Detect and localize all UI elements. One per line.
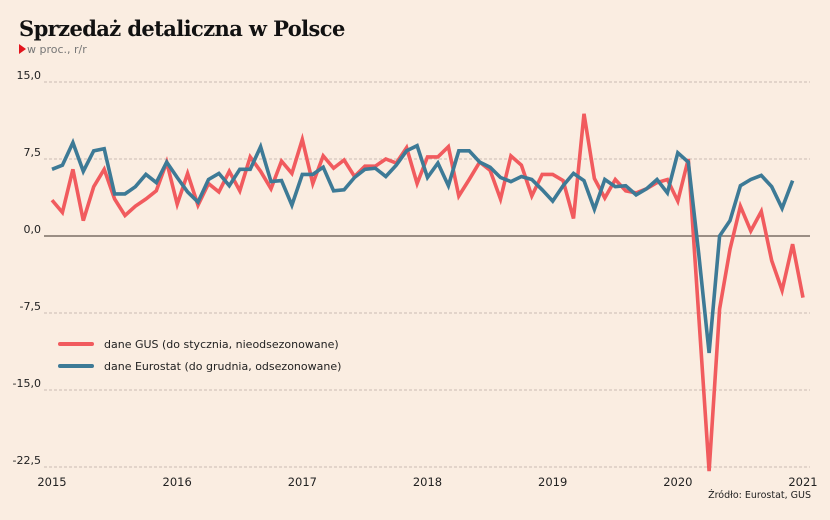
legend-swatch-gus <box>58 342 94 346</box>
legend-label-eurostat: dane Eurostat (do grudnia, odsezonowane) <box>104 359 342 373</box>
series-line-eurostat <box>51 137 795 354</box>
y-tick-label: -7,5 <box>20 300 41 313</box>
x-tick-label: 2019 <box>538 475 567 489</box>
subtitle-text: w proc., r/r <box>27 43 87 56</box>
chart-subtitle: w proc., r/r <box>19 43 87 56</box>
x-tick-label: 2017 <box>288 475 317 489</box>
y-tick-label: -15,0 <box>13 377 41 390</box>
series-lines <box>50 113 805 472</box>
y-axis-ticks: 15,0 7,5 0,0 -7,5 -15,0 -22,5 <box>13 69 41 467</box>
x-tick-label: 2015 <box>37 475 66 489</box>
y-tick-label: -22,5 <box>13 454 41 467</box>
x-tick-label: 2020 <box>663 475 692 489</box>
legend-swatch-eurostat <box>58 364 94 368</box>
x-tick-label: 2021 <box>788 475 817 489</box>
legend-item-gus: dane GUS (do stycznia, nieodsezonowane) <box>58 333 341 355</box>
legend-item-eurostat: dane Eurostat (do grudnia, odsezonowane) <box>58 355 341 377</box>
chart-title: Sprzedaż detaliczna w Polsce <box>19 16 345 41</box>
source-note: Źródło: Eurostat, GUS <box>708 490 811 501</box>
x-axis-ticks: 2015 2016 2017 2018 2019 2020 2021 <box>37 475 817 489</box>
legend: dane GUS (do stycznia, nieodsezonowane) … <box>58 333 341 377</box>
legend-label-gus: dane GUS (do stycznia, nieodsezonowane) <box>104 337 339 351</box>
y-tick-label: 7,5 <box>24 146 42 159</box>
y-tick-label: 15,0 <box>17 69 42 82</box>
triangle-marker-icon <box>19 44 26 54</box>
y-tick-label: 0,0 <box>24 223 42 236</box>
series-line-gus <box>50 113 805 472</box>
x-tick-label: 2016 <box>163 475 192 489</box>
x-tick-label: 2018 <box>413 475 442 489</box>
